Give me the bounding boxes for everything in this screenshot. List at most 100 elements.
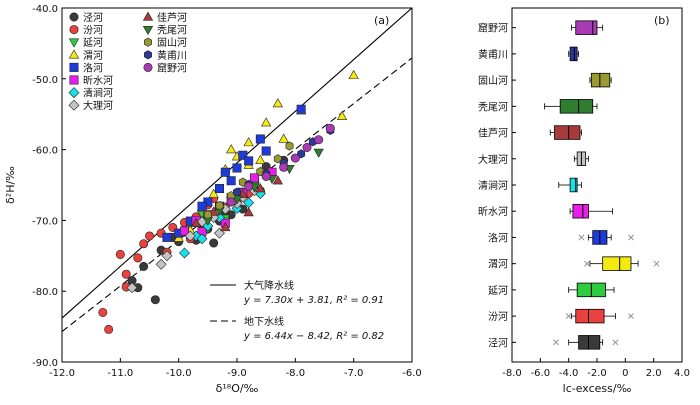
legend-label: 佳芦河 (157, 11, 187, 24)
data-point (226, 144, 237, 154)
box-category-label: 汾河 (488, 311, 508, 323)
outlier-stroke (565, 313, 572, 320)
data-point (184, 230, 196, 242)
x-tick-label-a: -10.0 (166, 368, 192, 379)
box-category-label: 渭河 (488, 259, 508, 271)
line-legend: 大气降水线 y = 7.30x + 3.81, R² = 0.91 地下水线 y = … (210, 279, 384, 342)
y-tick-label-a: -40.0 (32, 4, 58, 15)
data-point (98, 307, 108, 317)
data-point (296, 104, 306, 114)
data-point (197, 201, 207, 211)
x-tick-label-b: -6.0 (531, 368, 551, 379)
box-iqr (554, 125, 581, 140)
line-legend-name: 大气降水线 (244, 279, 294, 292)
data-point (244, 181, 254, 191)
data-point (273, 154, 282, 164)
data-point (255, 154, 266, 164)
box-category-label: 洛河 (488, 231, 508, 244)
box-category-label: 昕水河 (478, 206, 508, 218)
x-axis-label-a: δ¹⁸O/‰ (216, 382, 259, 395)
data-point (161, 250, 173, 262)
data-point (133, 253, 143, 263)
data-point (126, 282, 138, 294)
x-tick-label-b: 0 (622, 368, 628, 379)
legend-marker (68, 49, 80, 59)
data-point (238, 150, 248, 160)
data-point (313, 148, 324, 158)
box-iqr (575, 308, 605, 324)
data-points (98, 69, 359, 334)
data-point (191, 217, 202, 227)
x-tick-label-b: 2.0 (646, 368, 662, 379)
outlier-marker (628, 234, 634, 241)
data-point (244, 156, 254, 166)
data-point (255, 134, 265, 144)
data-point (243, 137, 254, 147)
legend-marker (144, 50, 152, 60)
data-point (290, 153, 300, 163)
data-point (278, 133, 289, 143)
legend-marker (68, 38, 80, 48)
data-point (255, 183, 266, 193)
box-category-label: 黄甫川 (478, 48, 508, 61)
data-point (279, 162, 289, 172)
data-point (215, 200, 224, 211)
y-tick-label-a: -90.0 (32, 358, 58, 369)
box-panel: -8.0 -6.0 -4.0 -2.0 0 2.0 4.0 窟野河黄甫川固山河秃尾河佳芦河大理… (478, 7, 690, 395)
outlier-stroke (628, 313, 634, 320)
data-point (139, 239, 149, 249)
box-iqr (578, 335, 601, 350)
legend-marker (144, 37, 152, 47)
data-point (250, 173, 260, 183)
data-point (261, 172, 271, 182)
legend-label: 窟野河 (157, 61, 187, 74)
regression-line (62, 8, 412, 319)
legend-marker (69, 62, 79, 72)
outlier-marker (578, 234, 585, 241)
y-tick-label-a: -50.0 (32, 75, 58, 86)
line-legend-name: 地下水线 (244, 315, 284, 328)
data-point (238, 177, 247, 187)
data-point (203, 210, 212, 220)
data-point (196, 233, 208, 245)
x-tick-label-a: -8.0 (286, 368, 306, 379)
legend-label: 大理河 (83, 99, 113, 112)
outlier-stroke (552, 339, 559, 346)
y-tick-label-a: -80.0 (32, 287, 58, 298)
outlier-marker (612, 339, 619, 346)
x-axis-label-b: lc-excess/‰ (563, 382, 632, 395)
data-point (220, 222, 231, 232)
box-iqr (569, 177, 578, 193)
box-category-label: 延河 (488, 285, 508, 297)
legend-marker (69, 12, 79, 22)
scatter-axes: -12.0 -11.0 -10.0 -9.0 -8.0 -7.0 -6.0 -40.0 -50.… (32, 4, 422, 379)
data-point (115, 249, 125, 259)
data-point (209, 238, 219, 248)
data-point (256, 167, 265, 177)
y-axis-label-a: δ²H/‰ (4, 166, 17, 204)
data-point (220, 167, 230, 177)
data-point (226, 176, 236, 186)
data-point (150, 295, 160, 305)
legend-label: 秃尾河 (157, 25, 187, 37)
data-point (272, 175, 283, 185)
line-legend-equation: y = 7.30x + 3.81, R² = 0.91 (243, 295, 384, 306)
data-point (232, 163, 242, 173)
box-category-label: 泾河 (488, 336, 508, 349)
y-tick-label-a: -60.0 (32, 146, 58, 157)
box-iqr (572, 204, 589, 219)
panel-label-a: (a) (374, 14, 389, 27)
data-point (208, 188, 219, 198)
x-tick-label-a: -12.0 (49, 368, 75, 379)
legend-label: 清涧河 (83, 87, 113, 100)
data-point (272, 98, 283, 108)
legend-marker (143, 62, 153, 72)
legend-marker (68, 87, 80, 99)
data-point (261, 117, 272, 127)
x-tick-label-a: -9.0 (227, 368, 247, 379)
legend-label: 泾河 (83, 11, 103, 24)
box-category-label: 固山河 (478, 75, 508, 87)
x-tick-label-b: -8.0 (502, 368, 522, 379)
data-point (325, 123, 335, 133)
